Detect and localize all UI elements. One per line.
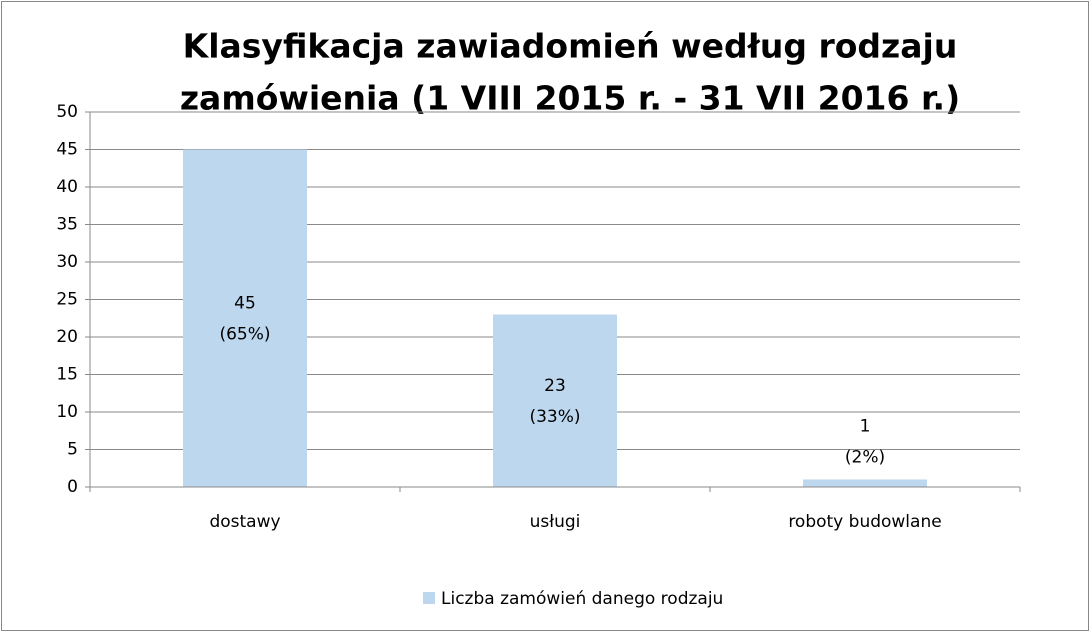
bar bbox=[183, 149, 307, 487]
data-label-line: (33%) bbox=[529, 407, 580, 427]
x-tick-label: usługi bbox=[530, 512, 581, 532]
chart-title: Klasyfikacja zawiadomień według rodzaju bbox=[183, 27, 958, 66]
y-tick-label: 35 bbox=[56, 215, 78, 235]
data-label-line: 1 bbox=[860, 417, 871, 437]
y-tick-label: 45 bbox=[56, 140, 78, 160]
data-label: 45 (65%) bbox=[219, 293, 270, 344]
legend-label: Liczba zamówień danego rodzaju bbox=[441, 589, 723, 609]
data-label-line: (65%) bbox=[219, 324, 270, 344]
data-label: 23 (33%) bbox=[529, 376, 580, 427]
y-tick-label: 30 bbox=[56, 252, 78, 272]
bar bbox=[803, 479, 927, 487]
legend-swatch bbox=[423, 592, 435, 604]
data-label-line: 45 bbox=[234, 293, 256, 313]
y-tick-label: 25 bbox=[56, 290, 78, 310]
y-tick-label: 20 bbox=[56, 327, 78, 347]
data-label-line: (2%) bbox=[845, 448, 885, 468]
y-tick-label: 15 bbox=[56, 365, 78, 385]
y-tick-label: 50 bbox=[56, 102, 78, 122]
chart-title: zamówienia (1 VIII 2015 r. - 31 VII 2016… bbox=[180, 79, 960, 118]
x-tick-label: dostawy bbox=[209, 512, 280, 532]
bar bbox=[493, 314, 617, 487]
y-tick-label: 0 bbox=[67, 477, 78, 497]
data-label: 1 (2%) bbox=[845, 417, 885, 468]
y-tick-label: 40 bbox=[56, 177, 78, 197]
y-tick-label: 5 bbox=[67, 440, 78, 460]
y-tick-label: 10 bbox=[56, 402, 78, 422]
data-label-line: 23 bbox=[544, 376, 566, 396]
x-tick-label: roboty budowlane bbox=[788, 512, 941, 532]
